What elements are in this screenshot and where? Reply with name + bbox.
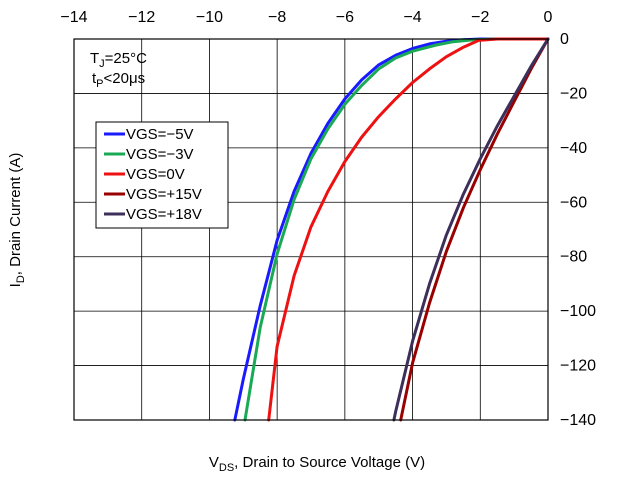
x-tick-labels: −14 −12 −10 −8 −6 −4 −2 0	[60, 9, 552, 26]
y-tick-label: 0	[560, 31, 569, 48]
x-tick-label: −2	[471, 9, 489, 26]
x-tick-label: −14	[60, 9, 87, 26]
y-tick-label: −60	[560, 194, 587, 211]
x-axis-label: VDS, Drain to Source Voltage (V)	[209, 454, 425, 474]
legend-label: VGS=+15V	[126, 186, 202, 203]
legend: VGS=−5V VGS=−3V VGS=0V VGS=+15V VGS=+18V	[95, 121, 229, 229]
plot-frame	[73, 38, 549, 421]
y-tick-label: −80	[560, 249, 587, 266]
x-tick-label: −8	[268, 9, 286, 26]
conditions-annotation: TJ=25°C tP<20μs	[90, 50, 147, 90]
y-tick-label: −140	[560, 412, 596, 429]
x-tick-label: −4	[403, 9, 421, 26]
y-tick-labels: 0 −20 −40 −60 −80 −100 −120 −140	[560, 31, 596, 429]
x-tick-label: 0	[544, 9, 553, 26]
series-line-4	[392, 37, 550, 422]
legend-label: VGS=−3V	[126, 146, 194, 163]
y-tick-label: −100	[560, 303, 596, 320]
legend-label: VGS=+18V	[126, 206, 202, 223]
series-line-2	[267, 37, 550, 422]
y-tick-label: −120	[560, 358, 596, 375]
x-tick-label: −12	[128, 9, 155, 26]
legend-label: VGS=−5V	[126, 126, 194, 143]
y-axis-label: ID, Drain Current (A)	[7, 153, 27, 288]
x-tick-label: −6	[336, 9, 354, 26]
y-tick-label: −20	[560, 85, 587, 102]
series-lines	[233, 37, 550, 422]
tj-annotation: TJ=25°C	[90, 50, 147, 70]
legend-label: VGS=0V	[126, 166, 185, 183]
x-tick-label: −10	[196, 9, 223, 26]
tp-annotation: tP<20μs	[92, 70, 145, 90]
series-line-1	[243, 37, 550, 422]
series-line-0	[233, 37, 550, 422]
y-tick-label: −40	[560, 140, 587, 157]
series-line-3	[399, 37, 550, 422]
